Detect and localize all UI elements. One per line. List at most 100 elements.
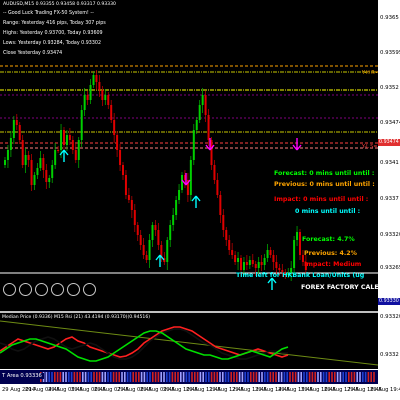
timebar-label: T Area 0.93336 (2, 373, 44, 379)
candle-body (254, 264, 257, 268)
candle-body (154, 225, 157, 230)
candle-body (296, 232, 299, 240)
candle-body (33, 175, 36, 185)
main-chart-canvas[interactable] (0, 0, 378, 311)
candle-body (278, 268, 281, 270)
candle-body (293, 240, 296, 268)
candle-body (39, 158, 42, 168)
timebar-bar (112, 372, 115, 382)
time-tick: 29 Aug 17:45 (324, 387, 359, 393)
info-line: Close Yesterday 0.93474 (3, 51, 63, 56)
timebar-bar (222, 372, 224, 382)
info-line: Lows: Yesterday 0.93284, Today 0.93302 (3, 41, 102, 46)
timebar-bar (45, 372, 48, 382)
candle-body (45, 170, 48, 182)
candle-body (157, 230, 160, 245)
candle-body (284, 272, 287, 275)
candle-body (213, 165, 216, 180)
timebar-bar (289, 372, 291, 382)
timebar-bar (194, 372, 196, 382)
timebar-bar (219, 372, 221, 382)
timebar-bar (160, 372, 162, 382)
candle-body (116, 135, 119, 150)
candle-body (15, 120, 18, 125)
candle-body (107, 95, 110, 105)
time-tick: 29 Aug 2014 (2, 387, 36, 393)
sub-price-tick: 0.9332 (380, 352, 399, 358)
info-line: Range: Yesterday 416 pips, Today 307 pip… (3, 21, 106, 26)
candle-body (281, 270, 284, 272)
info-line: -- Good Luck Trading FX-50 System! -- (3, 11, 94, 16)
timebar-bar (283, 372, 286, 382)
timebar-bar (98, 372, 101, 382)
time-tick: 29 Aug 14:45 (255, 387, 290, 393)
main-chart-panel[interactable]: AUDUSD,M15 0.93355 0.93458 0.93317 0.933… (0, 0, 378, 311)
time-tick: 29 Aug 10:45 (163, 387, 198, 393)
timebar-bar (73, 372, 76, 382)
timebar-bar (185, 372, 188, 382)
timebar-bar (264, 372, 266, 382)
candle-body (299, 232, 301, 255)
signal-arrows (59, 138, 302, 290)
candle-body (290, 268, 293, 273)
signal-circle-1 (3, 283, 16, 296)
candle-body (110, 105, 113, 120)
timebar-bar (48, 372, 50, 382)
timebar-bar (308, 372, 311, 382)
timebar-bar (68, 372, 70, 382)
timebar-bar (334, 372, 336, 382)
timebar-bar (339, 372, 342, 382)
info-line: Highs: Yesterday 0.93700, Today 0.93609 (3, 31, 103, 36)
candle-body (234, 255, 237, 262)
candle-body (251, 260, 254, 264)
price-tick: 0.93595 (380, 50, 400, 56)
symbol-title: AUDUSD,M15 0.93355 0.93458 0.93317 0.933… (3, 2, 116, 7)
candle-body (133, 210, 136, 225)
timebar-bars (40, 372, 375, 382)
candle-body (139, 235, 142, 245)
sell-arrow-icon (181, 173, 191, 186)
timebar-bar (278, 372, 280, 382)
signal-circle-5 (67, 283, 80, 296)
indicator-panel[interactable]: Median Price (0.9336) M15 Rsi (21) 43.41… (0, 313, 378, 369)
time-tick: 29 Aug 19:45 (370, 387, 400, 393)
timebar-bar (244, 372, 246, 382)
timebar-bar (146, 372, 148, 382)
timebar-bar (280, 372, 283, 382)
time-tick: 29 Aug 06:45 (71, 387, 106, 393)
candle-body (74, 150, 77, 160)
timebar-bar (272, 372, 274, 382)
news-impact-top: Impact: 0 mins until until : (274, 196, 369, 203)
timebar-bar (205, 372, 207, 382)
timebar-bar (342, 372, 344, 382)
forex-factory-label[interactable]: FOREX FACTORY CALENDAR (301, 284, 378, 291)
candle-body (169, 225, 172, 240)
timebar-bar (90, 372, 92, 382)
candle-body (124, 175, 127, 195)
timebar-bar (325, 372, 328, 382)
timebar-bar (104, 372, 106, 382)
timebar-bar (110, 372, 112, 382)
timebar-bar (328, 372, 330, 382)
green-indicator-line (0, 330, 289, 362)
candle-body (275, 262, 278, 268)
panel-separator[interactable] (0, 311, 400, 313)
indicator-title: Median Price (0.9336) M15 Rsi (21) 43.41… (2, 315, 151, 320)
candle-body (301, 255, 304, 262)
trend-line (0, 320, 378, 366)
buy-arrow-icon (267, 277, 277, 290)
candle-body (71, 140, 74, 150)
time-axis[interactable]: 29 Aug 2014 29 Aug 04:45 29 Aug 05:45 29 Au… (0, 384, 400, 400)
timebar-bar (224, 372, 227, 382)
news-previous-pct: Previous: 4.2% (304, 250, 357, 257)
candle-body (119, 150, 122, 165)
timebar-bar (252, 372, 255, 382)
buy-arrow-icon (191, 195, 201, 208)
black-indicator-line (0, 328, 288, 360)
timebar-bar (210, 372, 213, 382)
candle-body (186, 180, 189, 195)
timebar-bar (345, 372, 347, 382)
candle-body (263, 258, 266, 265)
candle-body (195, 120, 198, 130)
timebar-bar (261, 372, 263, 382)
